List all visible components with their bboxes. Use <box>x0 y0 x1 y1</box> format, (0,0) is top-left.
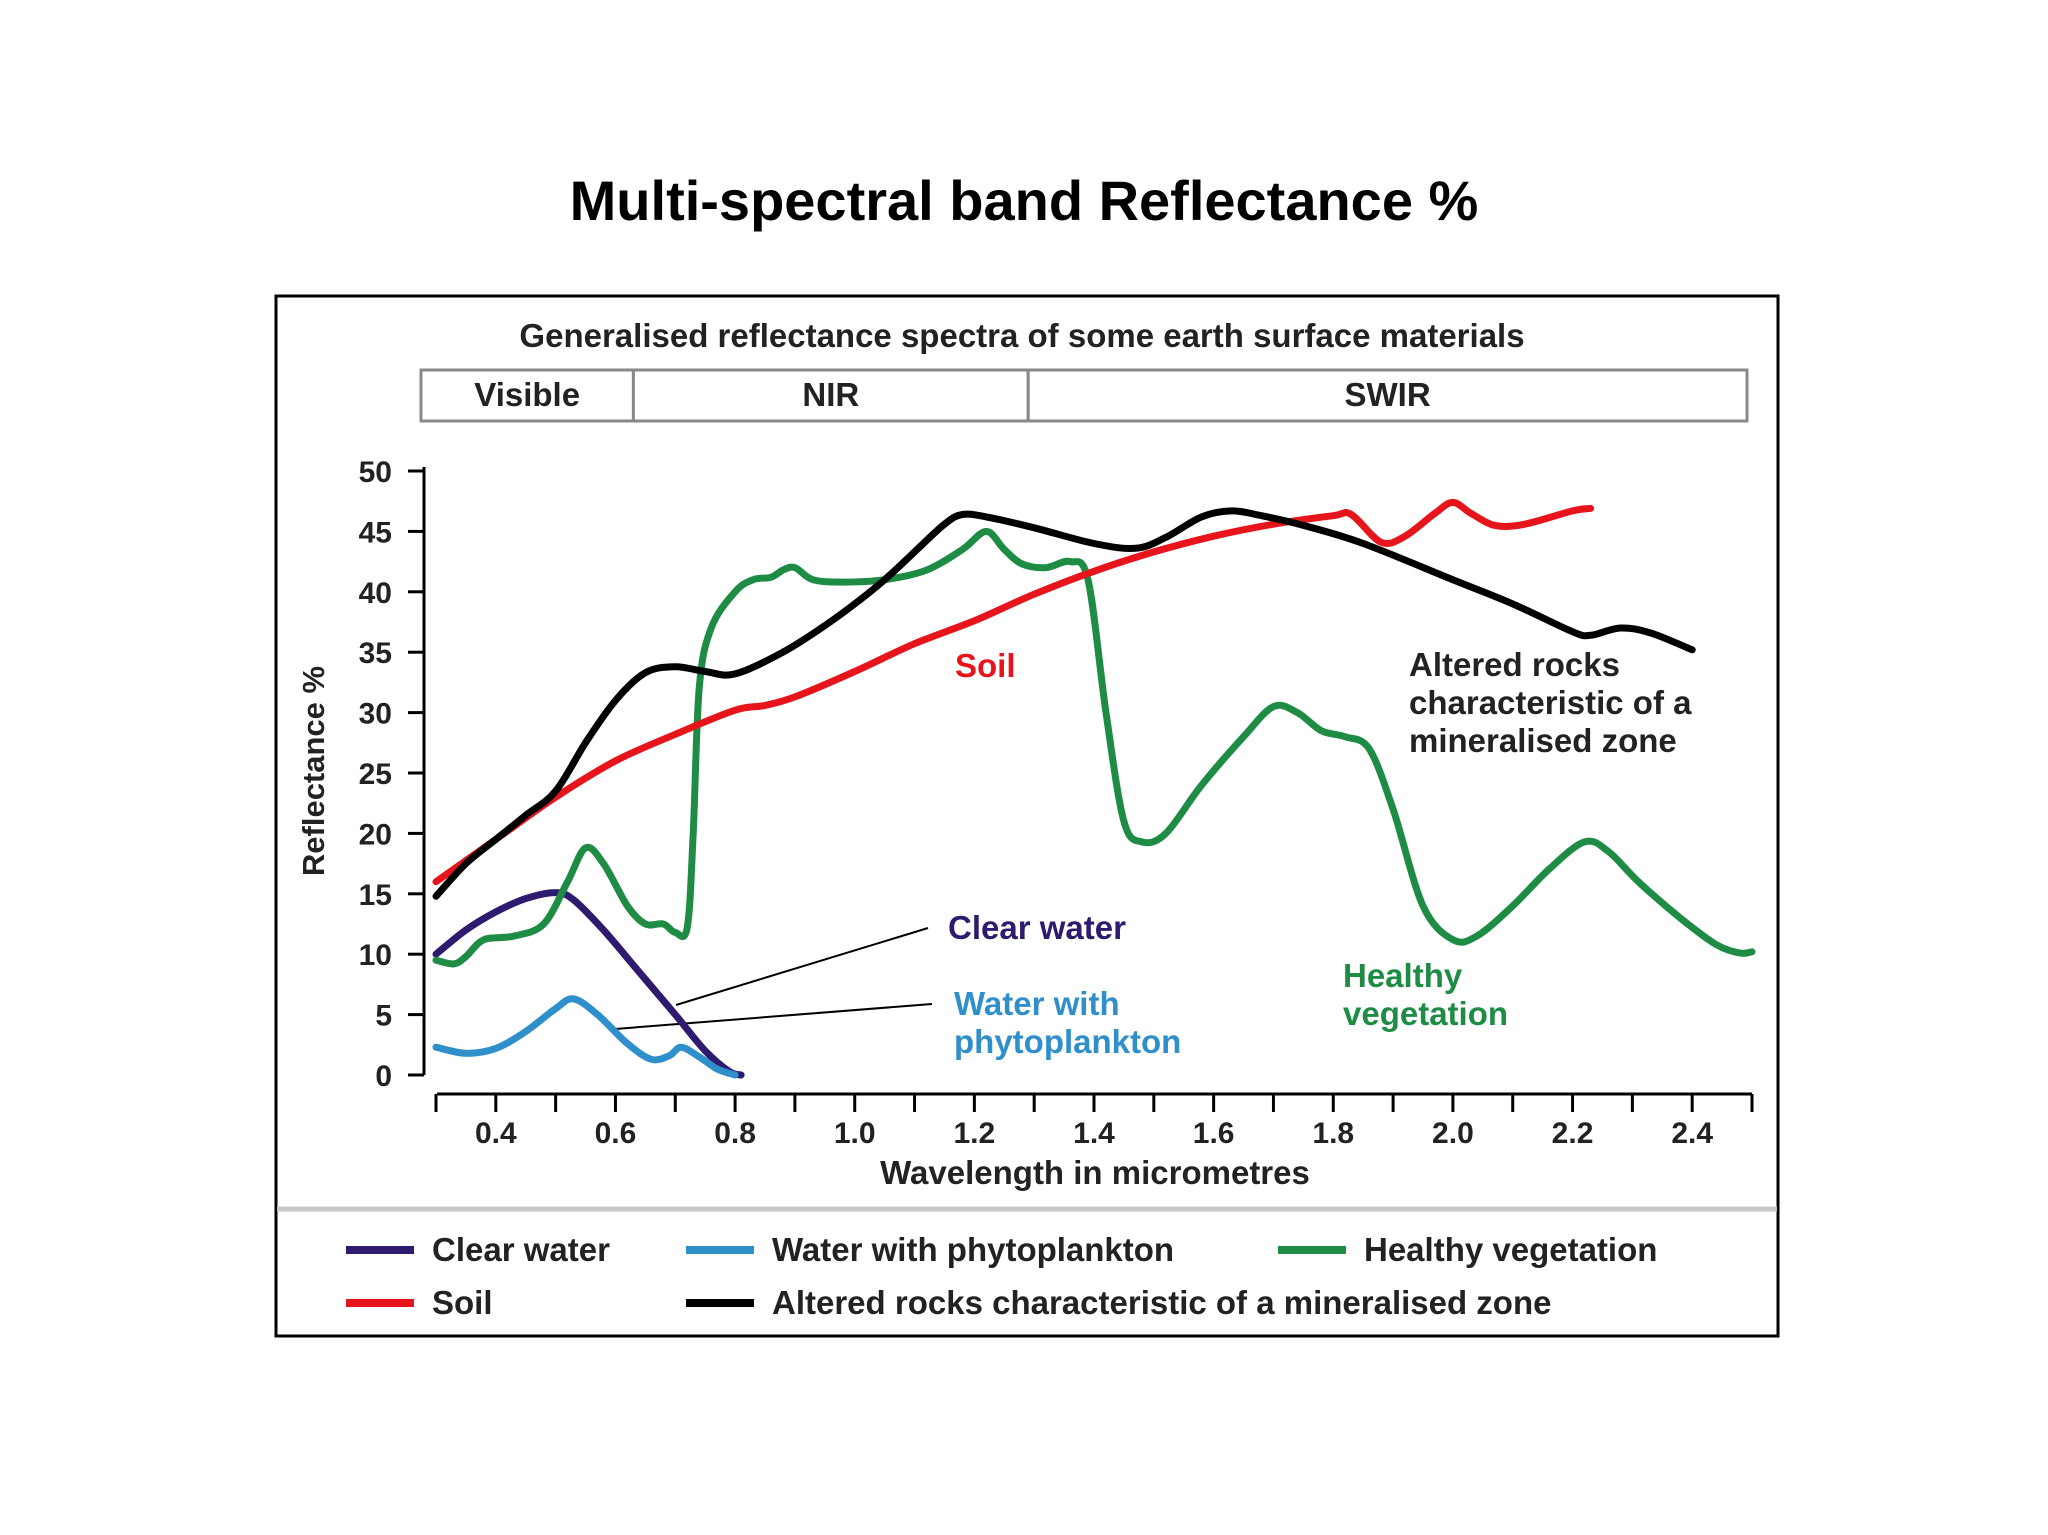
y-tick-label: 25 <box>359 758 392 791</box>
series-lines <box>432 498 1756 1079</box>
y-ticks: 0 5 10 15 20 25 30 35 40 45 50 <box>359 456 424 1093</box>
series-line-healthy-vegetation <box>432 527 1756 968</box>
y-tick-label: 35 <box>359 637 392 670</box>
annotation-rocks: Altered rocks characteristic of a minera… <box>1409 646 1701 759</box>
annotation-soil: Soil <box>955 647 1016 684</box>
annotation-vegetation-line: Healthy <box>1343 957 1463 994</box>
legend-label: Healthy vegetation <box>1364 1231 1657 1268</box>
legend: Clear water Water with phytoplankton Healt… <box>346 1231 1657 1321</box>
phyto-leader <box>614 1003 933 1030</box>
series-line-water-with-phytoplankton <box>432 995 739 1079</box>
annotation-rocks-line: Altered rocks <box>1409 646 1620 683</box>
x-tick-label: 2.4 <box>1671 1117 1713 1150</box>
band-box <box>631 368 1030 423</box>
annotations: Soil Altered rocks characteristic of a m… <box>948 646 1701 1060</box>
x-tick-label: 2.0 <box>1432 1117 1474 1150</box>
y-tick-label: 0 <box>375 1060 392 1093</box>
y-tick-label: 15 <box>359 879 392 912</box>
y-tick-label: 40 <box>359 577 392 610</box>
y-tick-label: 45 <box>359 516 392 549</box>
y-tick-label: 10 <box>359 939 392 972</box>
series-line-soil <box>432 498 1594 886</box>
spectral-bands: Visible NIR SWIR <box>419 368 1749 423</box>
legend-label: Water with phytoplankton <box>772 1231 1174 1268</box>
band-box <box>419 368 635 423</box>
annotation-phyto-line: Water with <box>954 985 1120 1022</box>
series-line-clear-water <box>432 889 745 1079</box>
x-tick-label: 1.8 <box>1312 1117 1354 1150</box>
annotation-clear-water: Clear water <box>948 909 1126 946</box>
y-tick-label: 20 <box>359 818 392 851</box>
band-label: SWIR <box>1345 376 1431 413</box>
legend-label: Altered rocks characteristic of a minera… <box>772 1284 1551 1321</box>
x-tick-label: 0.6 <box>595 1117 637 1150</box>
slide-title: Multi-spectral band Reflectance % <box>569 169 1479 232</box>
x-tick-label: 1.6 <box>1193 1117 1235 1150</box>
x-axis-label: Wavelength in micrometres <box>880 1154 1310 1191</box>
annotation-vegetation: Healthy vegetation <box>1343 957 1508 1032</box>
y-axis-label: Reflectance % <box>296 666 331 876</box>
clear-water-leader <box>675 927 929 1006</box>
band-label: NIR <box>802 376 859 413</box>
x-tick-label: 0.4 <box>475 1117 517 1150</box>
y-tick-label: 30 <box>359 698 392 731</box>
annotation-phyto-line: phytoplankton <box>954 1023 1181 1060</box>
x-tick-label: 1.0 <box>834 1117 876 1150</box>
x-tick-label: 0.8 <box>714 1117 756 1150</box>
x-tick-label: 1.2 <box>954 1117 996 1150</box>
series-line-altered-rocks-characteristic-of-a-mineralised-zone <box>432 507 1696 900</box>
legend-label: Clear water <box>432 1231 610 1268</box>
chart-title: Generalised reflectance spectra of some … <box>519 317 1524 354</box>
annotation-rocks-line: mineralised zone <box>1409 722 1677 759</box>
legend-label: Soil <box>432 1284 493 1321</box>
annotation-phyto: Water with phytoplankton <box>954 985 1181 1060</box>
annotation-vegetation-line: vegetation <box>1343 995 1508 1032</box>
band-label: Visible <box>474 376 580 413</box>
x-ticks: 0.4 0.6 0.8 1.0 1.2 1.4 1.6 1.8 2.0 2.2 2.4 <box>434 1094 1754 1150</box>
band-box <box>1026 368 1749 423</box>
x-tick-label: 1.4 <box>1073 1117 1115 1150</box>
x-tick-label: 2.2 <box>1552 1117 1594 1150</box>
y-tick-label: 50 <box>359 456 392 489</box>
annotation-leaders <box>614 927 933 1030</box>
annotation-rocks-line: characteristic of a <box>1409 684 1692 721</box>
y-tick-label: 5 <box>375 1000 392 1033</box>
